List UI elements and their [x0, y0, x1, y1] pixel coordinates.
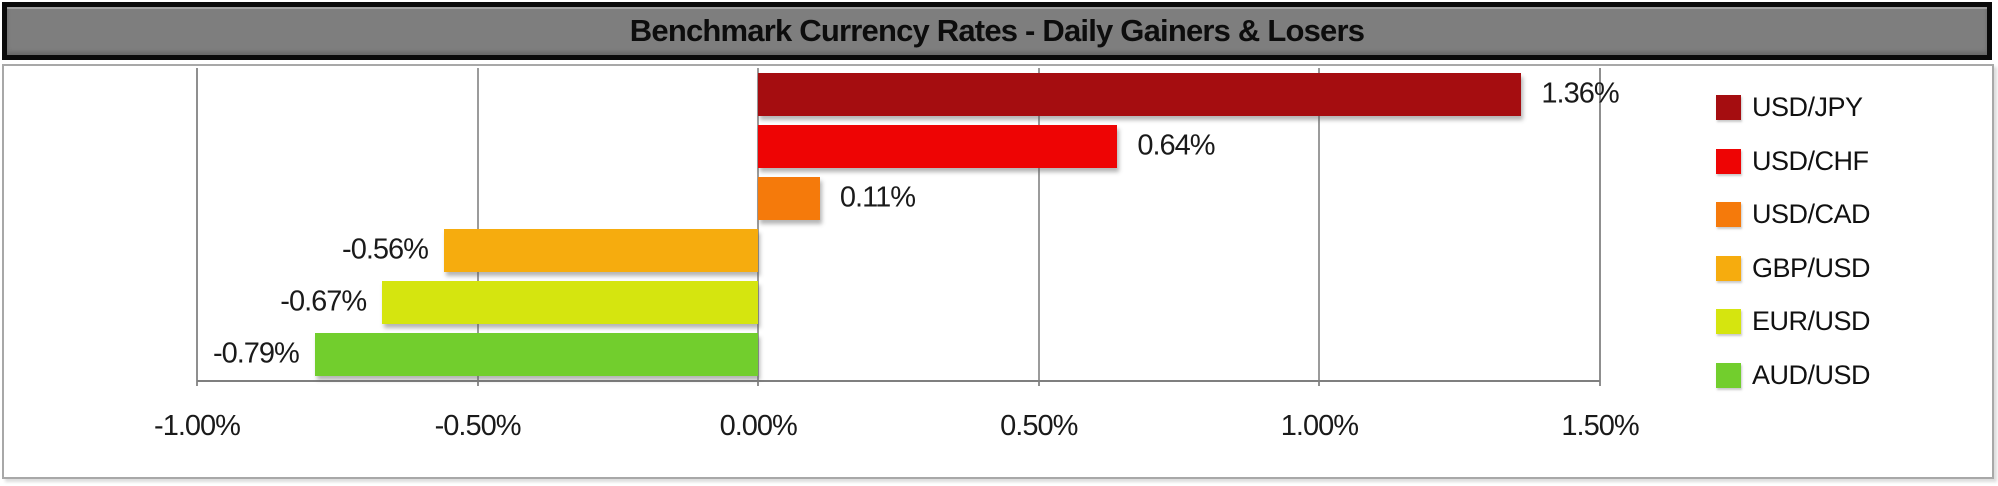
gridline — [1037, 68, 1040, 380]
legend-label-usd-jpy: USD/JPY — [1752, 92, 1863, 122]
legend-item-usd-jpy: USD/JPY — [1716, 92, 1863, 123]
bar-gbp-usd — [443, 228, 759, 272]
x-axis-tick-label: -1.00% — [154, 410, 241, 442]
legend-label-usd-cad: USD/CAD — [1752, 199, 1871, 229]
legend-item-aud-usd: AUD/USD — [1716, 359, 1871, 391]
legend-label-aud-usd: AUD/USD — [1752, 359, 1871, 390]
gridline — [476, 68, 479, 380]
legend-swatch-aud-usd — [1716, 362, 1741, 388]
x-axis-tick-label: 1.50% — [1561, 410, 1639, 442]
legend-swatch-usd-chf — [1716, 148, 1741, 174]
legend-item-usd-cad: USD/CAD — [1716, 199, 1871, 230]
legend-label-gbp-usd: GBP/USD — [1752, 252, 1871, 283]
bar-eur-usd — [382, 280, 759, 324]
gridline — [757, 68, 760, 380]
x-axis-tick-mark — [1037, 380, 1040, 386]
bar-aud-usd — [314, 332, 759, 376]
x-axis-tick-mark — [757, 380, 760, 386]
bar-value-label-eur-usd: -0.67% — [280, 285, 367, 318]
legend-item-usd-chf: USD/CHF — [1716, 146, 1869, 177]
legend-swatch-usd-jpy — [1716, 95, 1741, 120]
x-axis-tick-label: -0.50% — [434, 410, 522, 442]
chart-title-bar: Benchmark Currency Rates - Daily Gainers… — [2, 2, 1992, 60]
bar-value-label-gbp-usd: -0.56% — [342, 233, 429, 266]
legend-swatch-usd-cad — [1716, 202, 1741, 227]
bar-value-label-usd-jpy: 1.36% — [1541, 77, 1619, 110]
plot-border-gridline — [1599, 68, 1601, 380]
plot-border-gridline — [196, 68, 198, 380]
bar-value-label-aud-usd: -0.79% — [212, 337, 300, 370]
bar-usd-cad — [758, 176, 820, 220]
legend-label-usd-chf: USD/CHF — [1752, 145, 1869, 176]
legend-item-gbp-usd: GBP/USD — [1716, 252, 1871, 284]
x-axis-tick-mark — [1318, 380, 1321, 386]
bar-value-label-usd-chf: 0.64% — [1137, 129, 1215, 162]
plot-area — [197, 68, 1600, 380]
legend-item-eur-usd: EUR/USD — [1716, 306, 1871, 337]
gridline — [1318, 68, 1321, 380]
chart-canvas: -1.00% -0.50% 0.00% 0.50% 1.00% 1.50% 1.36% 0.6… — [2, 64, 1994, 479]
x-axis-tick-mark — [476, 380, 479, 386]
bar-value-label-usd-cad: 0.11% — [839, 181, 916, 214]
chart-title: Benchmark Currency Rates - Daily Gainers… — [629, 13, 1365, 48]
x-axis-tick-mark — [196, 380, 198, 386]
legend-swatch-eur-usd — [1716, 309, 1741, 334]
x-axis-tick-label: 1.00% — [1280, 410, 1359, 442]
x-axis-tick-label: 0.50% — [1000, 410, 1078, 442]
x-axis-line — [197, 380, 1600, 382]
x-axis-tick-mark — [1599, 380, 1601, 386]
bar-usd-chf — [758, 124, 1118, 168]
legend-swatch-gbp-usd — [1716, 255, 1741, 281]
bar-usd-jpy — [758, 72, 1522, 116]
legend-label-eur-usd: EUR/USD — [1752, 306, 1871, 336]
x-axis-tick-label: 0.00% — [719, 410, 798, 442]
